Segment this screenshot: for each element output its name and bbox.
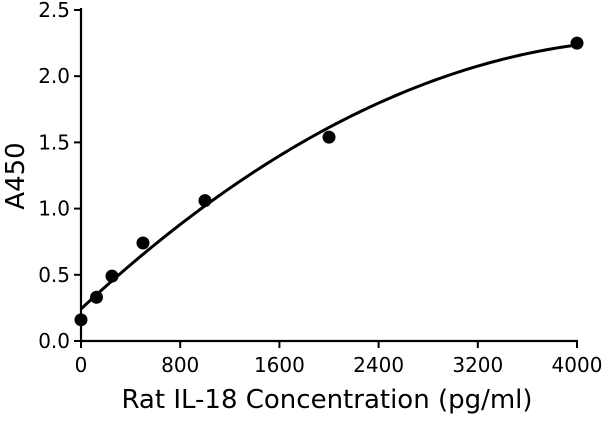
x-axis-ticks: 0 800 1600 2400 3200 4000: [75, 341, 603, 377]
data-point: [570, 36, 584, 50]
data-points: [74, 36, 584, 327]
y-tick-label: 0.0: [38, 329, 70, 353]
x-tick-label: 3200: [452, 353, 503, 377]
data-point: [322, 130, 336, 144]
y-axis-ticks: 0.0 0.5 1.0 1.5 2.0 2.5: [38, 0, 81, 353]
x-tick-label: 2400: [353, 353, 404, 377]
data-point: [90, 290, 103, 304]
fit-curve: [79, 43, 578, 311]
x-tick-label: 800: [161, 353, 199, 377]
data-point: [136, 236, 150, 250]
y-tick-label: 0.5: [38, 263, 70, 287]
x-tick-label: 0: [75, 353, 88, 377]
y-axis-title: A450: [1, 142, 31, 209]
y-tick-label: 1.0: [38, 197, 70, 221]
y-tick-label: 1.5: [38, 130, 70, 154]
data-point: [198, 194, 212, 208]
data-point: [105, 269, 119, 283]
x-axis-title: Rat IL-18 Concentration (pg/ml): [121, 385, 532, 415]
y-tick-label: 2.5: [38, 0, 70, 22]
y-tick-label: 2.0: [38, 64, 70, 88]
x-tick-label: 1600: [254, 353, 305, 377]
x-tick-label: 4000: [552, 353, 603, 377]
